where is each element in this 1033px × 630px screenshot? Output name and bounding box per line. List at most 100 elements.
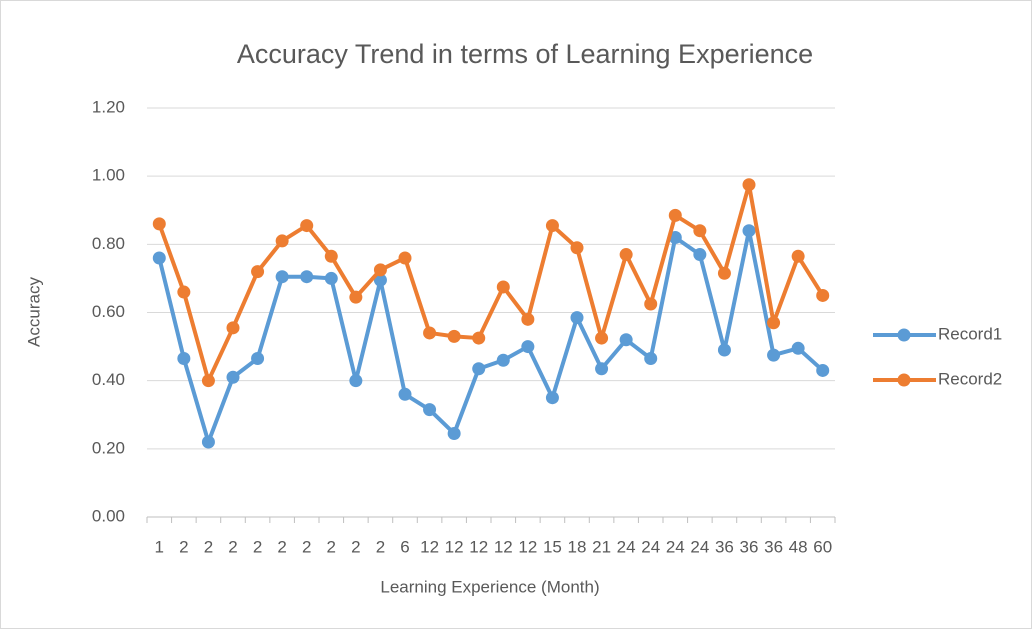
y-tick-label: 0.60 [92,302,125,321]
legend-marker [897,328,911,342]
data-point [349,374,363,388]
data-point [668,208,682,222]
data-point [152,217,166,231]
x-tick-label: 24 [666,537,685,556]
x-tick-label: 24 [641,537,660,556]
x-tick-label: 2 [376,537,385,556]
x-axis-label: Learning Experience (Month) [380,577,599,596]
x-tick-label: 2 [327,537,336,556]
data-point [177,285,191,299]
x-tick-label: 36 [740,537,759,556]
data-point [251,352,265,366]
x-tick-label: 21 [592,537,611,556]
x-tick-label: 2 [253,537,262,556]
data-point [816,363,830,377]
data-point [300,270,314,284]
x-tick-label: 36 [715,537,734,556]
data-point [619,333,633,347]
x-tick-label: 2 [351,537,360,556]
x-tick-label: 2 [228,537,237,556]
data-point [595,331,609,345]
data-point [275,234,289,248]
data-point [300,219,314,233]
data-point [767,316,781,330]
data-point [472,331,486,345]
series-line [157,182,825,383]
data-point [619,248,633,262]
data-point [816,288,830,302]
data-point [398,251,412,265]
x-tick-label: 12 [445,537,464,556]
data-point [349,290,363,304]
data-point [693,248,707,262]
x-tick-label: 18 [568,537,587,556]
data-point [521,312,535,326]
data-point [251,265,265,279]
x-tick-label: 24 [617,537,636,556]
x-tick-label: 6 [400,537,409,556]
x-tick-label: 2 [302,537,311,556]
data-point [226,321,240,335]
x-tick-label: 2 [277,537,286,556]
data-point [275,270,289,284]
data-point [693,224,707,238]
data-point [545,391,559,405]
data-point [545,219,559,233]
y-tick-label: 1.20 [92,97,125,116]
data-point [742,178,756,192]
data-point [644,297,658,311]
series-line [157,228,825,445]
data-point [767,348,781,362]
legend-label: Record2 [938,369,1002,388]
x-tick-label: 2 [204,537,213,556]
data-point [447,329,461,343]
data-point [423,403,437,417]
data-point [324,271,338,285]
data-point [201,435,215,449]
x-tick-label: 48 [789,537,808,556]
data-point [398,387,412,401]
data-point [570,241,584,255]
x-tick-label: 12 [420,537,439,556]
data-point [570,311,584,325]
x-tick-label: 1 [155,537,164,556]
chart-title: Accuracy Trend in terms of Learning Expe… [237,39,813,69]
y-tick-label: 0.40 [92,370,125,389]
data-point [791,341,805,355]
x-tick-label: 2 [179,537,188,556]
legend-label: Record1 [938,324,1002,343]
y-axis-label: Accuracy [24,277,43,347]
data-point [472,362,486,376]
data-point [717,343,731,357]
y-tick-label: 1.00 [92,166,125,185]
data-point [226,370,240,384]
data-point [595,362,609,376]
y-tick-label: 0.00 [92,506,125,525]
x-tick-label: 60 [813,537,832,556]
data-point [644,352,658,366]
data-point [742,224,756,238]
x-tick-label: 24 [690,537,709,556]
data-point [152,251,166,265]
data-point [177,352,191,366]
data-point [324,249,338,263]
data-point [496,353,510,367]
data-point [717,266,731,280]
data-point [496,280,510,294]
legend-marker [897,373,911,387]
data-point [201,374,215,388]
y-tick-label: 0.80 [92,234,125,253]
x-tick-label: 12 [494,537,513,556]
y-tick-label: 0.20 [92,438,125,457]
x-tick-label: 12 [469,537,488,556]
data-point [373,263,387,277]
data-point [791,249,805,263]
x-tick-label: 12 [518,537,537,556]
data-point [423,326,437,340]
x-tick-label: 36 [764,537,783,556]
data-point [373,273,387,287]
x-tick-label: 15 [543,537,562,556]
